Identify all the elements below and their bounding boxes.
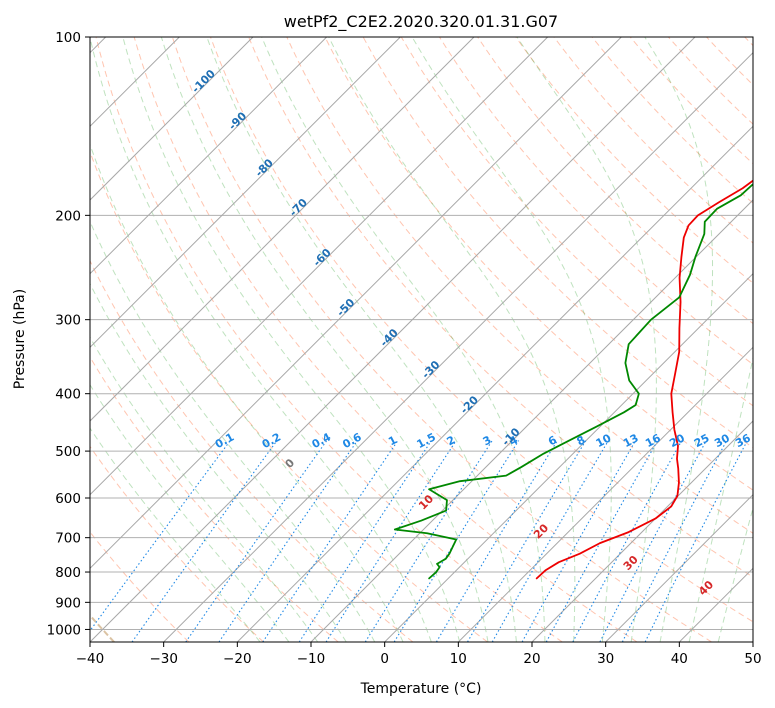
mixing-ratio-line	[545, 440, 659, 642]
isotherm-gridline	[310, 199, 753, 642]
dry-adiabat-line	[90, 259, 414, 642]
isotherm-gridline	[457, 346, 753, 642]
mixing-ratio-line	[298, 440, 432, 642]
moist-adiabat-line	[717, 506, 753, 642]
moist-adiabat-line	[411, 37, 612, 642]
y-tick-label: 1000	[47, 622, 81, 638]
y-tick-label: 100	[55, 30, 81, 46]
x-tick-label: 0	[380, 651, 389, 667]
dry-adiabat-line	[133, 37, 638, 642]
mixing-ratio-line	[521, 440, 637, 642]
x-tick-label: 10	[450, 651, 467, 667]
dewpoint-series-line	[393, 182, 753, 580]
mixing-ratio-line	[131, 440, 278, 642]
y-axis-label: Pressure (hPa)	[12, 289, 28, 389]
mixing-ratio-label: 13	[621, 431, 641, 450]
isotherm-gridline	[236, 125, 753, 642]
moist-adiabat-line	[122, 37, 461, 642]
mixing-ratio-line	[185, 440, 328, 642]
y-tick-label: 400	[55, 387, 81, 403]
moist-adiabat-line	[688, 355, 753, 642]
x-tick-label: 40	[671, 651, 688, 667]
mixing-ratio-line	[393, 440, 520, 642]
moist-adiabat-line	[90, 220, 376, 642]
mixing-ratio-label: 16	[643, 431, 663, 450]
x-tick-label: −40	[76, 651, 105, 667]
x-tick-label: −30	[149, 651, 178, 667]
mixing-ratio-label: 36	[733, 431, 753, 450]
isotherm-gridline	[163, 51, 753, 642]
isotherm-gridline	[90, 37, 696, 642]
dry-adiabat-line	[324, 37, 753, 491]
isotherm-lines	[90, 37, 753, 642]
x-tick-label: 50	[744, 651, 761, 667]
y-tick-label: 800	[55, 565, 81, 581]
moist-adiabat-line	[261, 37, 546, 642]
mixing-ratio-line	[90, 440, 231, 632]
temperature-series-line	[535, 179, 753, 580]
y-tick-label: 200	[55, 208, 81, 224]
moist-adiabat-line	[90, 383, 290, 642]
isotherm-gridline	[531, 420, 753, 642]
x-tick-label: −20	[223, 651, 252, 667]
y-tick-label: 700	[55, 531, 81, 547]
mixing-ratio-label: 30	[712, 431, 732, 450]
mixing-ratio-line	[218, 440, 358, 642]
y-tick-label: 300	[55, 313, 81, 329]
mixing-ratio-label: 25	[692, 431, 712, 450]
mixing-ratio-line	[572, 440, 683, 642]
mixing-ratio-line	[467, 440, 587, 642]
moist-adiabat-line	[90, 143, 404, 642]
dry-adiabat-line	[210, 37, 753, 623]
x-tick-label: −10	[297, 651, 326, 667]
mixing-ratio-lines	[90, 440, 748, 642]
isotherm-gridline	[90, 37, 622, 570]
isotherm-gridline	[90, 37, 475, 422]
moist-adiabat-line	[160, 37, 489, 642]
moist-adiabat-line	[90, 37, 432, 642]
mixing-ratio-line	[435, 440, 558, 642]
dry-adiabat-line	[248, 37, 753, 578]
dry-adiabat-line	[286, 37, 753, 534]
profile-series	[393, 179, 753, 580]
isotherm-gridline	[90, 37, 549, 496]
moist-adiabat-line	[644, 37, 714, 642]
moist-adiabat-line	[206, 37, 517, 642]
moist-adiabat-line	[90, 427, 261, 642]
chart-title: wetPf2_C2E2.2020.320.01.31.G07	[284, 12, 558, 32]
isotherm-gridline	[605, 493, 753, 642]
dry-adiabat-line	[90, 445, 264, 642]
x-tick-label: 30	[597, 651, 614, 667]
dry-adiabat-line	[90, 356, 339, 642]
dry-adiabat-line	[171, 37, 712, 642]
axis-ticks: −40 −30 −20 −10 0 10 20 30 40 50 100 200 300 400 500 60…	[47, 30, 762, 667]
moist-adiabat-line	[516, 37, 657, 642]
isotherm-gridline	[90, 37, 401, 349]
x-tick-label: 20	[523, 651, 540, 667]
mixing-ratio-line	[262, 440, 399, 642]
isotherm-gridline	[90, 37, 328, 275]
plot-frame	[89, 36, 754, 643]
dry-adiabat-line	[515, 37, 753, 284]
y-tick-label: 900	[55, 595, 81, 611]
x-axis-label: Temperature (°C)	[360, 681, 482, 697]
moist-adiabat-line	[90, 282, 347, 642]
mixing-ratio-line	[325, 440, 457, 642]
moist-adiabat-line	[90, 336, 319, 642]
mixing-ratio-line	[644, 440, 748, 642]
y-tick-label: 500	[55, 444, 81, 460]
mixing-ratio-line	[364, 440, 493, 642]
dry-adiabat-line	[95, 37, 563, 642]
mixing-ratio-label: 10	[594, 431, 614, 450]
mixing-ratio-label: 20	[667, 431, 687, 450]
y-tick-label: 600	[55, 491, 81, 507]
isotherm-gridline	[90, 37, 254, 201]
isotherm-gridline	[384, 272, 753, 642]
